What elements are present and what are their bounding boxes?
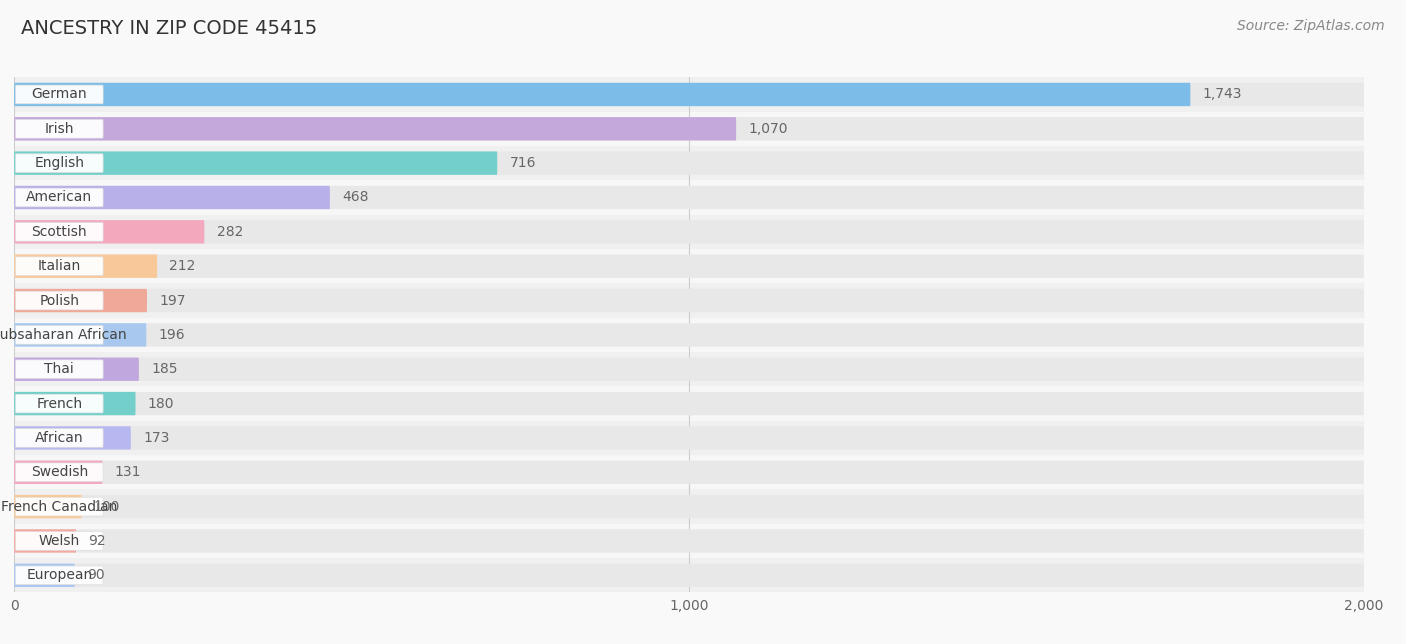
FancyBboxPatch shape <box>14 83 1191 106</box>
FancyBboxPatch shape <box>14 117 1364 140</box>
FancyBboxPatch shape <box>14 186 330 209</box>
Text: 197: 197 <box>159 294 186 308</box>
FancyBboxPatch shape <box>14 83 1364 106</box>
Text: European: European <box>27 568 93 582</box>
Text: 131: 131 <box>115 465 141 479</box>
FancyBboxPatch shape <box>14 289 1364 312</box>
Text: 716: 716 <box>509 156 536 170</box>
FancyBboxPatch shape <box>14 460 103 484</box>
FancyBboxPatch shape <box>14 283 1364 317</box>
FancyBboxPatch shape <box>14 357 1364 381</box>
Text: 90: 90 <box>87 568 104 582</box>
FancyBboxPatch shape <box>15 394 103 413</box>
FancyBboxPatch shape <box>15 119 103 138</box>
Text: French Canadian: French Canadian <box>1 500 118 514</box>
FancyBboxPatch shape <box>15 497 103 516</box>
Text: African: African <box>35 431 83 445</box>
FancyBboxPatch shape <box>15 360 103 379</box>
Text: English: English <box>34 156 84 170</box>
Text: Thai: Thai <box>45 362 75 376</box>
FancyBboxPatch shape <box>15 463 103 482</box>
FancyBboxPatch shape <box>15 85 103 104</box>
FancyBboxPatch shape <box>14 455 1364 489</box>
Text: 282: 282 <box>217 225 243 239</box>
FancyBboxPatch shape <box>14 214 1364 249</box>
FancyBboxPatch shape <box>14 524 1364 558</box>
Text: Swedish: Swedish <box>31 465 89 479</box>
Text: 1,743: 1,743 <box>1202 88 1241 102</box>
FancyBboxPatch shape <box>14 289 148 312</box>
FancyBboxPatch shape <box>14 495 1364 518</box>
FancyBboxPatch shape <box>14 317 1364 352</box>
Text: Welsh: Welsh <box>38 534 80 548</box>
FancyBboxPatch shape <box>15 531 103 551</box>
FancyBboxPatch shape <box>14 357 139 381</box>
Text: 1,070: 1,070 <box>748 122 787 136</box>
FancyBboxPatch shape <box>14 386 1364 421</box>
FancyBboxPatch shape <box>14 254 157 278</box>
Text: 185: 185 <box>150 362 177 376</box>
FancyBboxPatch shape <box>14 529 76 553</box>
FancyBboxPatch shape <box>14 146 1364 180</box>
FancyBboxPatch shape <box>15 222 103 242</box>
FancyBboxPatch shape <box>14 421 1364 455</box>
FancyBboxPatch shape <box>14 489 1364 524</box>
FancyBboxPatch shape <box>14 186 1364 209</box>
Text: Italian: Italian <box>38 259 82 273</box>
FancyBboxPatch shape <box>14 392 135 415</box>
Text: American: American <box>27 191 93 205</box>
Text: Scottish: Scottish <box>31 225 87 239</box>
FancyBboxPatch shape <box>14 529 1364 553</box>
Text: 92: 92 <box>89 534 105 548</box>
FancyBboxPatch shape <box>14 151 1364 175</box>
Text: French: French <box>37 397 83 411</box>
FancyBboxPatch shape <box>15 257 103 276</box>
FancyBboxPatch shape <box>14 323 1364 346</box>
FancyBboxPatch shape <box>14 495 82 518</box>
FancyBboxPatch shape <box>14 392 1364 415</box>
FancyBboxPatch shape <box>14 220 1364 243</box>
Text: Source: ZipAtlas.com: Source: ZipAtlas.com <box>1237 19 1385 33</box>
FancyBboxPatch shape <box>14 352 1364 386</box>
FancyBboxPatch shape <box>14 117 737 140</box>
FancyBboxPatch shape <box>14 558 1364 592</box>
FancyBboxPatch shape <box>14 77 1364 111</box>
FancyBboxPatch shape <box>14 111 1364 146</box>
FancyBboxPatch shape <box>14 220 204 243</box>
FancyBboxPatch shape <box>15 188 103 207</box>
Text: 180: 180 <box>148 397 174 411</box>
FancyBboxPatch shape <box>15 325 103 345</box>
Text: 196: 196 <box>159 328 186 342</box>
FancyBboxPatch shape <box>14 249 1364 283</box>
FancyBboxPatch shape <box>14 323 146 346</box>
FancyBboxPatch shape <box>15 566 103 585</box>
FancyBboxPatch shape <box>14 460 1364 484</box>
Text: Polish: Polish <box>39 294 79 308</box>
FancyBboxPatch shape <box>14 426 131 450</box>
FancyBboxPatch shape <box>15 291 103 310</box>
FancyBboxPatch shape <box>14 564 75 587</box>
FancyBboxPatch shape <box>14 254 1364 278</box>
Text: Irish: Irish <box>45 122 75 136</box>
FancyBboxPatch shape <box>15 428 103 448</box>
FancyBboxPatch shape <box>14 151 498 175</box>
FancyBboxPatch shape <box>14 564 1364 587</box>
Text: 468: 468 <box>342 191 368 205</box>
Text: ANCESTRY IN ZIP CODE 45415: ANCESTRY IN ZIP CODE 45415 <box>21 19 318 39</box>
Text: Subsaharan African: Subsaharan African <box>0 328 127 342</box>
FancyBboxPatch shape <box>14 180 1364 214</box>
FancyBboxPatch shape <box>15 154 103 173</box>
Text: 212: 212 <box>169 259 195 273</box>
Text: 100: 100 <box>94 500 120 514</box>
Text: German: German <box>31 88 87 102</box>
FancyBboxPatch shape <box>14 426 1364 450</box>
Text: 173: 173 <box>143 431 169 445</box>
